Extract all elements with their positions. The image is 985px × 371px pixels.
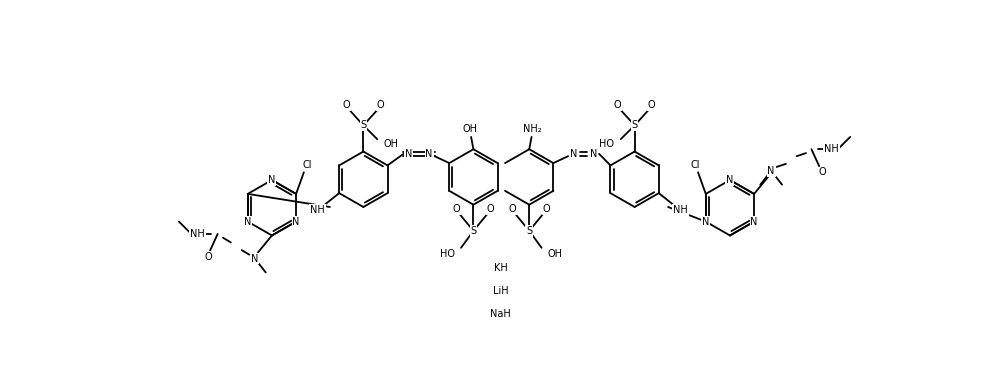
Text: N: N	[590, 149, 597, 159]
Text: OH: OH	[463, 124, 478, 134]
Text: O: O	[648, 100, 655, 110]
Text: O: O	[543, 204, 550, 214]
Text: O: O	[819, 167, 826, 177]
Text: N: N	[268, 175, 276, 185]
Text: N: N	[405, 149, 413, 159]
Text: NH: NH	[824, 144, 839, 154]
Text: O: O	[508, 204, 516, 214]
Text: N: N	[244, 217, 251, 227]
Text: N: N	[251, 254, 258, 263]
Text: S: S	[631, 120, 637, 130]
Text: NH₂: NH₂	[523, 124, 542, 134]
Text: N: N	[767, 166, 775, 176]
Text: Cl: Cl	[690, 160, 699, 170]
Text: LiH: LiH	[492, 286, 508, 296]
Text: NaH: NaH	[491, 309, 511, 319]
Text: Cl: Cl	[302, 160, 311, 170]
Text: O: O	[452, 204, 460, 214]
Text: OH: OH	[548, 249, 562, 259]
Text: NH: NH	[310, 205, 325, 215]
Text: NH: NH	[673, 205, 688, 215]
Text: N: N	[751, 217, 757, 227]
Text: NH: NH	[190, 229, 205, 239]
Text: HO: HO	[600, 139, 615, 149]
Text: HO: HO	[440, 249, 455, 259]
Text: O: O	[487, 204, 494, 214]
Text: O: O	[343, 100, 350, 110]
Text: O: O	[205, 252, 212, 262]
Text: N: N	[570, 149, 577, 159]
Text: O: O	[614, 100, 622, 110]
Text: N: N	[293, 217, 299, 227]
Text: N: N	[726, 175, 734, 185]
Text: N: N	[426, 149, 432, 159]
Text: S: S	[361, 120, 366, 130]
Text: OH: OH	[383, 139, 399, 149]
Text: O: O	[376, 100, 384, 110]
Text: S: S	[471, 226, 477, 236]
Text: S: S	[526, 226, 532, 236]
Text: KH: KH	[493, 263, 507, 273]
Text: N: N	[702, 217, 709, 227]
